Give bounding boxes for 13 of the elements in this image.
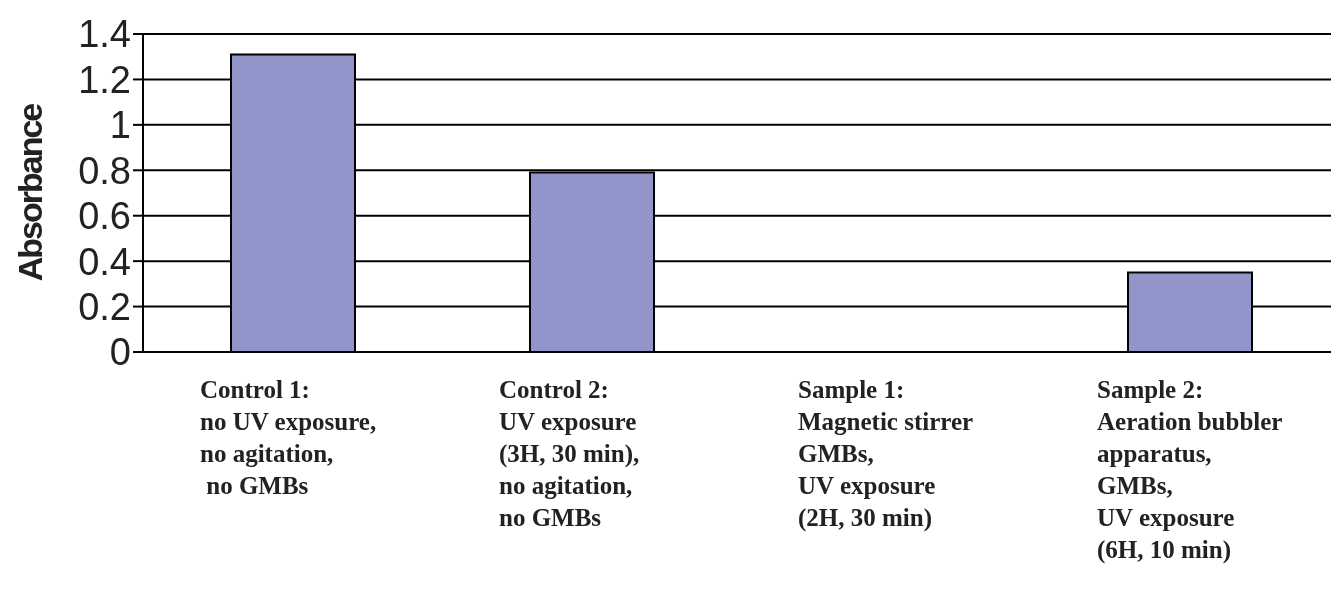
y-tick-label: 0.4 [78,240,131,283]
y-tick-label: 1 [109,104,131,147]
y-tick-label: 1.4 [78,13,131,56]
y-tick-label: 0.6 [78,195,131,238]
x-tick-label: Sample 2: Aeration bubbler apparatus, GMBs, UV exposure (6H, 10 min) [1097,376,1283,564]
y-tick-label: 0.8 [78,149,131,192]
y-axis-title: Absorbance [11,103,50,282]
x-tick-label: Control 2: UV exposure (3H, 30 min), no agitation, no GMBs [499,376,640,531]
x-tick-label: Sample 1: Magnetic stirrer GMBs, UV exposure (2H, 30 min) [798,376,974,532]
x-tick-label: Control 1: no UV exposure, no agitation, no GMBs [200,376,377,499]
y-tick-label: 0.2 [78,286,131,329]
y-tick-label: 0 [109,331,131,374]
y-tick-label: 1.2 [78,58,131,101]
